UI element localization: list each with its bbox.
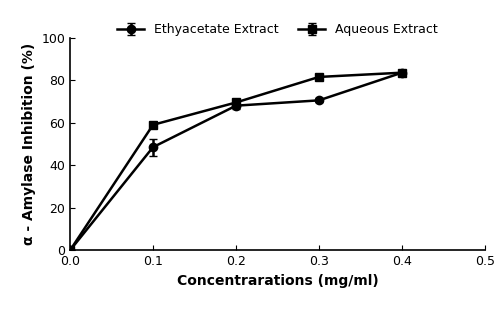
Y-axis label: α - Amylase Inhibition (%): α - Amylase Inhibition (%) xyxy=(22,43,36,245)
Legend: Ethyacetate Extract, Aqueous Extract: Ethyacetate Extract, Aqueous Extract xyxy=(112,18,443,41)
X-axis label: Concentrarations (mg/ml): Concentrarations (mg/ml) xyxy=(176,274,378,288)
